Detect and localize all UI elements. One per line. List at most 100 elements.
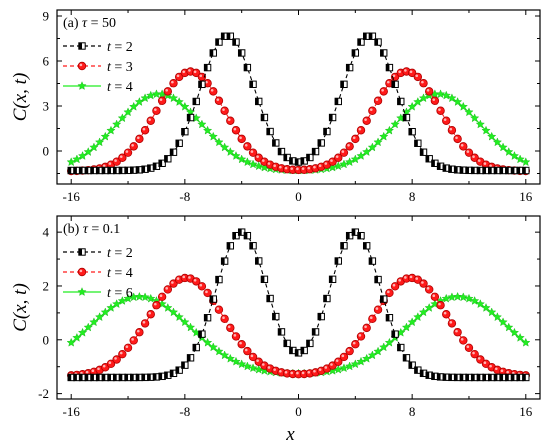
series-line xyxy=(71,71,526,172)
legend-item: t = 6 xyxy=(63,286,133,301)
y-tick-label: 2 xyxy=(43,278,50,293)
data-point xyxy=(134,97,144,106)
data-point xyxy=(481,303,491,312)
data-point xyxy=(255,257,263,265)
data-point xyxy=(339,363,349,373)
data-point xyxy=(158,159,166,167)
data-point xyxy=(334,357,343,366)
data-point xyxy=(192,97,200,106)
data-point xyxy=(328,275,337,284)
data-point xyxy=(118,153,127,162)
data-point xyxy=(475,299,485,308)
data-point xyxy=(112,157,121,166)
data-point xyxy=(203,288,212,298)
data-point xyxy=(215,275,223,284)
data-point xyxy=(117,113,127,123)
data-point xyxy=(243,231,252,240)
legend: t = 2 t = 3 t = 4 xyxy=(63,40,133,95)
data-point xyxy=(185,322,196,332)
data-point xyxy=(470,296,480,305)
data-point xyxy=(266,294,274,303)
data-point xyxy=(220,106,229,115)
data-point xyxy=(385,314,394,322)
data-point xyxy=(414,139,422,147)
data-point xyxy=(413,97,423,106)
data-point xyxy=(373,346,383,356)
data-point xyxy=(334,153,343,162)
data-point xyxy=(214,346,224,356)
data-point xyxy=(521,337,531,347)
data-point xyxy=(272,139,280,147)
data-point xyxy=(186,354,195,362)
data-point xyxy=(515,332,525,342)
data-point xyxy=(521,157,531,167)
data-point xyxy=(164,155,172,163)
data-point xyxy=(334,257,342,265)
data-point xyxy=(163,87,173,96)
data-point xyxy=(175,366,183,374)
data-point xyxy=(226,242,235,250)
data-point xyxy=(66,157,76,167)
legend-marker xyxy=(77,287,87,296)
data-point xyxy=(140,126,150,135)
data-point xyxy=(169,148,178,156)
data-point xyxy=(135,328,144,337)
data-point xyxy=(237,49,246,57)
data-point xyxy=(522,373,530,382)
data-point xyxy=(350,359,360,369)
data-point xyxy=(197,282,207,291)
data-point xyxy=(419,279,428,288)
panel-label: (a) τ = 50 xyxy=(63,16,116,31)
data-point xyxy=(311,328,320,336)
data-point xyxy=(368,106,377,115)
data-point xyxy=(356,356,366,366)
data-point xyxy=(197,119,207,129)
data-point xyxy=(328,157,337,166)
data-point xyxy=(419,148,428,156)
data-point xyxy=(100,131,110,141)
data-point xyxy=(340,242,348,250)
data-point xyxy=(470,113,480,123)
data-point xyxy=(323,127,331,136)
data-point xyxy=(367,350,377,360)
data-point xyxy=(243,142,252,151)
data-point xyxy=(231,332,241,341)
data-point xyxy=(402,113,411,122)
data-point xyxy=(232,38,240,46)
data-point xyxy=(106,125,116,135)
data-point xyxy=(163,285,173,294)
data-point xyxy=(424,87,434,96)
series-square-t2 xyxy=(67,32,530,175)
data-point xyxy=(226,32,235,40)
data-point xyxy=(458,101,468,111)
data-point xyxy=(260,275,269,284)
data-point xyxy=(146,310,155,319)
data-point xyxy=(140,93,150,103)
data-point xyxy=(476,355,485,364)
data-point xyxy=(248,159,258,169)
data-point xyxy=(345,346,354,356)
data-point xyxy=(323,294,331,303)
data-point xyxy=(163,303,173,312)
data-point xyxy=(272,312,280,321)
data-point xyxy=(447,93,457,103)
data-point xyxy=(118,349,127,359)
data-point xyxy=(351,340,360,349)
data-point xyxy=(339,148,349,157)
data-point xyxy=(340,80,348,89)
data-point xyxy=(135,134,144,144)
data-point xyxy=(391,80,399,89)
y-tick-label: -2 xyxy=(38,386,49,401)
data-point xyxy=(254,153,263,162)
data-point xyxy=(300,346,308,355)
data-point xyxy=(168,307,179,317)
data-point xyxy=(220,350,230,360)
legend-label: t = 4 xyxy=(107,80,133,95)
legend-label: t = 6 xyxy=(107,286,133,301)
data-point xyxy=(311,147,320,156)
data-point xyxy=(214,305,224,314)
y-tick-label: 3 xyxy=(43,99,50,114)
data-point xyxy=(77,151,88,160)
legend-item: t = 4 xyxy=(63,266,133,281)
data-point xyxy=(436,106,445,115)
